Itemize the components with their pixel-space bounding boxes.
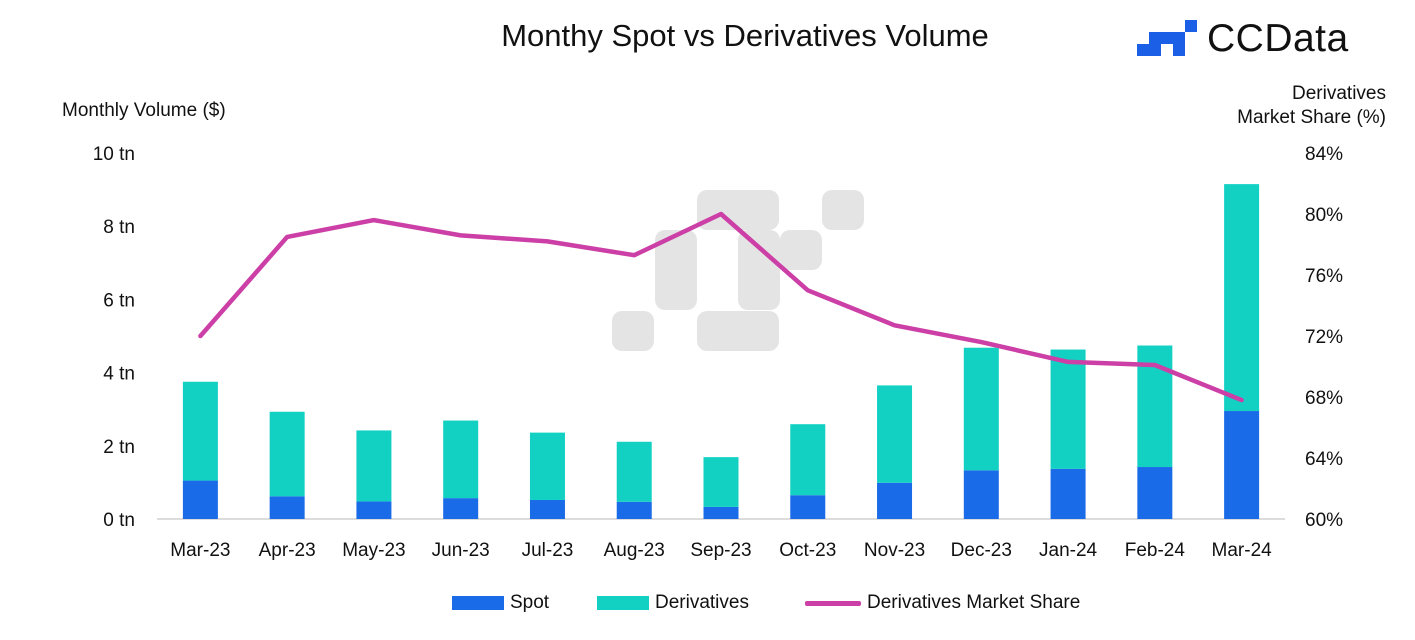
legend: Spot Derivatives Derivatives Market Shar… (0, 592, 1415, 620)
bar-derivatives-nov-23 (877, 385, 913, 483)
bar-spot-aug-23 (616, 501, 652, 519)
x-tick-label: Apr-23 (259, 540, 316, 561)
y-tick-label: 0 tn (103, 510, 135, 531)
y-tick-label: 2 tn (103, 437, 135, 458)
bar-derivatives-sep-23 (703, 457, 739, 507)
y2-axis-label: Derivatives Market Share (%) (1206, 82, 1386, 130)
bar-spot-may-23 (356, 501, 392, 519)
legend-item-spot: Spot (452, 592, 549, 614)
watermark-logo (612, 190, 864, 351)
bar-spot-dec-23 (963, 470, 999, 519)
bar-derivatives-mar-23 (182, 381, 218, 481)
bar-spot-jul-23 (529, 499, 565, 519)
y2-tick-label: 80% (1305, 205, 1343, 226)
y2-axis-label-line1: Derivatives (1292, 83, 1386, 104)
x-tick-label: Jun-23 (432, 540, 490, 561)
y2-tick-label: 84% (1305, 144, 1343, 165)
bar-spot-jan-24 (1050, 468, 1086, 519)
bar-derivatives-jun-23 (443, 420, 479, 499)
bar-derivatives-mar-24 (1224, 184, 1260, 412)
x-tick-label: Oct-23 (779, 540, 836, 561)
bar-derivatives-oct-23 (790, 424, 826, 496)
y2-tick-label: 68% (1305, 388, 1343, 409)
ccdata-logo-icon (1137, 20, 1197, 56)
x-tick-label: May-23 (342, 540, 405, 561)
y2-tick-label: 64% (1305, 449, 1343, 470)
bar-derivatives-may-23 (356, 430, 392, 502)
y2-tick-label: 72% (1305, 327, 1343, 348)
y2-tick-label: 60% (1305, 510, 1343, 531)
chart-title: Monthy Spot vs Derivatives Volume (501, 18, 989, 53)
y-tick-label: 10 tn (93, 144, 135, 165)
bar-derivatives-dec-23 (963, 347, 999, 471)
bar-derivatives-jul-23 (529, 432, 565, 500)
legend-label-market-share: Derivatives Market Share (867, 592, 1081, 613)
bar-derivatives-jan-24 (1050, 349, 1086, 469)
legend-item-market-share: Derivatives Market Share (805, 592, 1080, 614)
x-tick-label: Nov-23 (864, 540, 925, 561)
x-tick-label: Mar-24 (1212, 540, 1273, 561)
x-tick-label: Aug-23 (604, 540, 665, 561)
legend-swatch-spot (452, 596, 504, 610)
y-tick-label: 4 tn (103, 364, 135, 385)
bar-spot-jun-23 (443, 498, 479, 519)
y-tick-label: 6 tn (103, 290, 135, 311)
x-tick-label: Mar-23 (170, 540, 230, 561)
brand-name: CCData (1207, 17, 1349, 60)
x-tick-label: Sep-23 (690, 540, 751, 561)
legend-item-derivatives: Derivatives (597, 592, 749, 614)
bar-spot-feb-24 (1137, 467, 1173, 519)
y2-tick-label: 76% (1305, 266, 1343, 287)
bar-derivatives-apr-23 (269, 411, 305, 497)
bar-spot-sep-23 (703, 506, 739, 519)
legend-label-derivatives: Derivatives (655, 592, 749, 613)
bar-spot-mar-23 (182, 480, 218, 519)
x-tick-label: Feb-24 (1125, 540, 1186, 561)
x-tick-label: Dec-23 (951, 540, 1012, 561)
y-tick-label: 8 tn (103, 217, 135, 238)
x-tick-label: Jan-24 (1039, 540, 1098, 561)
bar-spot-apr-23 (269, 496, 305, 519)
brand-logo: CCData (1137, 16, 1349, 62)
legend-swatch-derivatives (597, 596, 649, 610)
bar-spot-nov-23 (877, 482, 913, 519)
legend-swatch-market-share (805, 600, 861, 606)
bar-derivatives-aug-23 (616, 441, 652, 502)
bar-spot-oct-23 (790, 495, 826, 519)
legend-label-spot: Spot (510, 592, 550, 613)
y-axis-label: Monthly Volume ($) (62, 100, 226, 121)
x-tick-label: Jul-23 (522, 540, 574, 561)
y2-axis-label-line2: Market Share (%) (1237, 107, 1386, 128)
bar-spot-mar-24 (1224, 411, 1260, 519)
